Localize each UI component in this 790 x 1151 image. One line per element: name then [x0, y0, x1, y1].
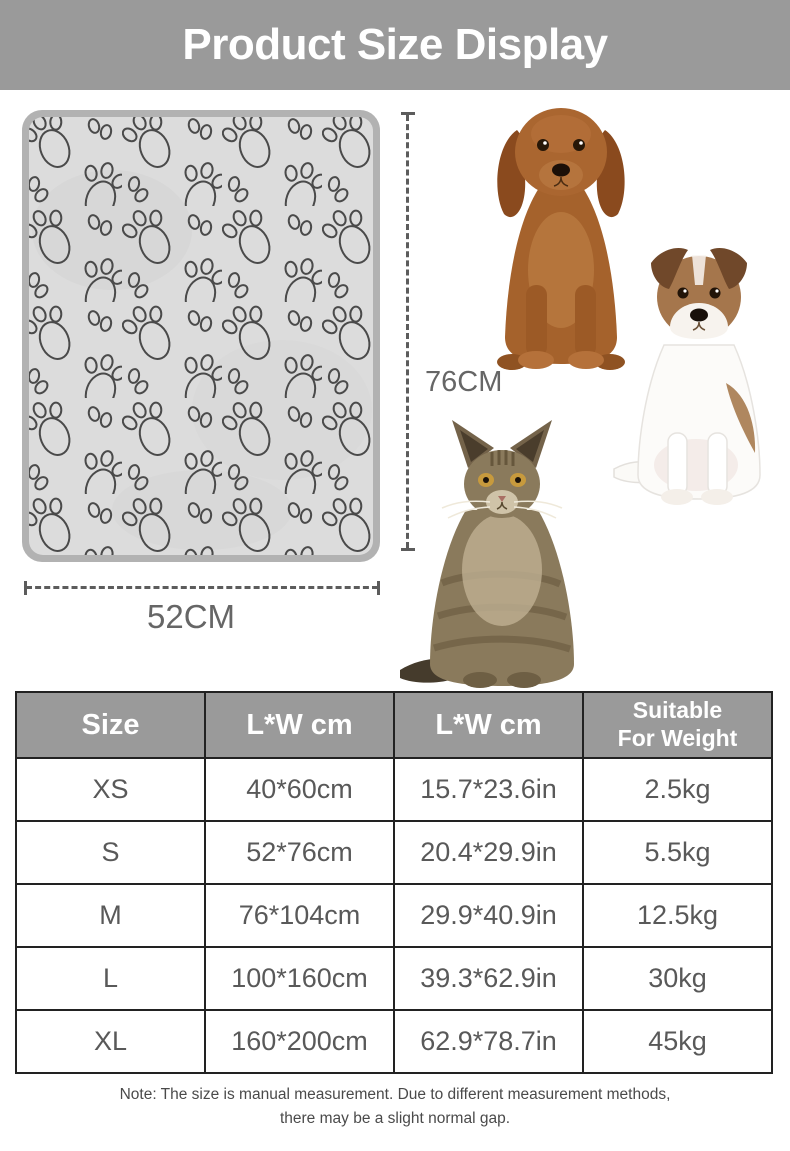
cell-cm: 100*160cm: [204, 946, 395, 1011]
cell-weight: 45kg: [582, 1009, 773, 1074]
cell-inches: 29.9*40.9in: [393, 883, 584, 948]
cell-inches: 15.7*23.6in: [393, 757, 584, 822]
measurement-note: Note: The size is manual measurement. Du…: [0, 1083, 790, 1131]
note-line-2: there may be a slight normal gap.: [279, 1110, 511, 1128]
blanket-image: [22, 110, 380, 562]
table-row: XL 160*200cm 62.9*78.7in 45kg: [15, 1009, 773, 1074]
height-dimension-label: 76CM: [425, 366, 503, 398]
column-header-weight: Suitable For Weight: [582, 691, 773, 759]
size-table: Size L*W cm L*W cm Suitable For Weight X…: [15, 691, 773, 1074]
column-header-inches: L*W cm: [393, 691, 584, 759]
title-band: Product Size Display: [0, 0, 790, 90]
table-row: L 100*160cm 39.3*62.9in 30kg: [15, 946, 773, 1011]
table-row: XS 40*60cm 15.7*23.6in 2.5kg: [15, 757, 773, 822]
maine-coon-cat-image: [400, 420, 574, 688]
cell-size: XS: [15, 757, 206, 822]
cell-size: XL: [15, 1009, 206, 1074]
size-diagram: 76CM 52CM: [0, 90, 790, 691]
column-header-size: Size: [15, 691, 206, 759]
cell-cm: 160*200cm: [204, 1009, 395, 1074]
cell-weight: 5.5kg: [582, 820, 773, 885]
jack-russell-image: [613, 247, 761, 505]
cell-size: M: [15, 883, 206, 948]
table-row: M 76*104cm 29.9*40.9in 12.5kg: [15, 883, 773, 948]
height-dimension-line: [401, 112, 415, 551]
table-header-row: Size L*W cm L*W cm Suitable For Weight: [15, 691, 773, 759]
cell-cm: 52*76cm: [204, 820, 395, 885]
cell-inches: 39.3*62.9in: [393, 946, 584, 1011]
dachshund-image: [497, 108, 625, 370]
cell-weight: 2.5kg: [582, 757, 773, 822]
cell-size: S: [15, 820, 206, 885]
paw-print-pattern: [29, 117, 373, 555]
width-dimension-line: [24, 581, 380, 595]
note-line-1: Note: The size is manual measurement. Du…: [119, 1086, 671, 1103]
cell-inches: 62.9*78.7in: [393, 1009, 584, 1074]
cell-weight: 30kg: [582, 946, 773, 1011]
cell-size: L: [15, 946, 206, 1011]
column-header-cm: L*W cm: [204, 691, 395, 759]
table-row: S 52*76cm 20.4*29.9in 5.5kg: [15, 820, 773, 885]
cell-weight: 12.5kg: [582, 883, 773, 948]
cell-inches: 20.4*29.9in: [393, 820, 584, 885]
width-dimension-label: 52CM: [146, 598, 236, 635]
cell-cm: 76*104cm: [204, 883, 395, 948]
cell-cm: 40*60cm: [204, 757, 395, 822]
page-title: Product Size Display: [182, 20, 608, 69]
